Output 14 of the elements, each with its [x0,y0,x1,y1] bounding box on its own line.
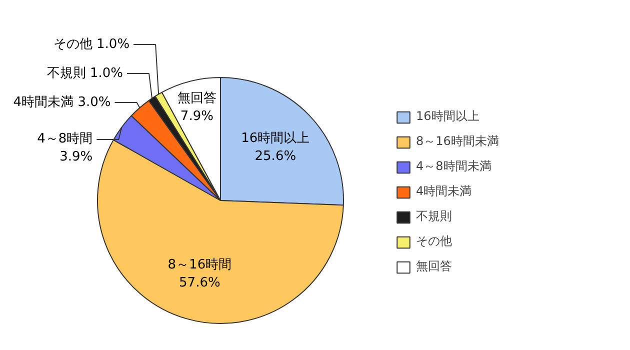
data-label: 不規則 1.0% [46,66,124,81]
legend-label: 16時間以上 [416,108,480,125]
data-label: 8～16時間 57.6% [168,257,232,290]
data-label: その他 1.0% [53,37,130,52]
legend-label: 4時間未満 [416,183,472,200]
data-label: 16時間以上 25.6% [241,131,310,164]
legend-label: 無回答 [416,258,452,275]
data-label: 4～8時間 3.9% [37,132,93,164]
data-label: 無回答 7.9% [177,91,216,124]
legend-label: その他 [416,233,452,250]
data-label: 4時間未満 3.0% [13,95,111,110]
legend-label: 4～8時間未満 [416,158,492,175]
legend-label: 不規則 [416,208,452,225]
legend-label: 8～16時間未満 [416,133,499,150]
